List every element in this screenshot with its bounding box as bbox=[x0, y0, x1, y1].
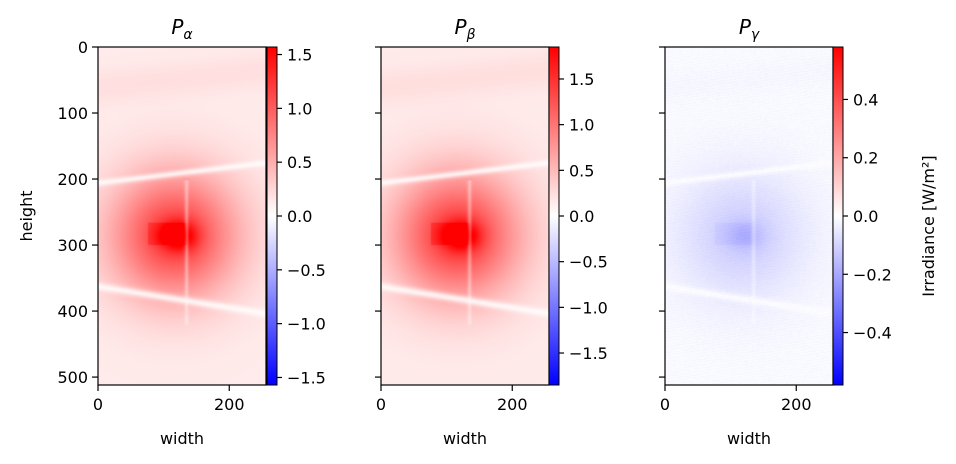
colorbar-tick-label: −0.5 bbox=[569, 253, 608, 272]
y-tick-label: 0 bbox=[78, 38, 88, 57]
colorbar-tick-label: 0.0 bbox=[287, 207, 312, 226]
colorbar bbox=[266, 46, 278, 386]
heatmap-image bbox=[98, 47, 266, 385]
colorbar-tick-label: 0.0 bbox=[853, 207, 878, 226]
heatmap-image bbox=[381, 47, 549, 385]
colorbar bbox=[548, 46, 560, 386]
colorbar-tick-label: 0.2 bbox=[853, 149, 878, 168]
x-tick-label: 200 bbox=[781, 395, 812, 414]
heatmap-panel: 0 200 width Pβ 1.5 1.0 0.5 0.0 −0.5 −1.0 −1.5 bbox=[375, 15, 608, 448]
x-axis-label: width bbox=[443, 429, 487, 448]
colorbar-tick-label: −0.2 bbox=[853, 265, 892, 284]
colorbar-tick-label: 1.0 bbox=[569, 116, 594, 135]
y-axis-label: height bbox=[17, 191, 36, 242]
colorbar-tick-label: −0.5 bbox=[287, 261, 326, 280]
x-tick-label: 0 bbox=[376, 395, 386, 414]
colorbar-tick-label: 0.4 bbox=[853, 90, 878, 109]
colorbar-tick-label: 1.5 bbox=[569, 70, 594, 89]
colorbar-label: Irradiance [W/m²] bbox=[919, 155, 938, 296]
y-tick-label: 200 bbox=[57, 170, 88, 189]
colorbar bbox=[832, 46, 844, 386]
y-tick-label: 100 bbox=[57, 104, 88, 123]
x-tick-label: 200 bbox=[214, 395, 245, 414]
x-tick-label: 0 bbox=[93, 395, 103, 414]
heatmap-panel: 0 200 0 100 200 300 400 500 width height Pα 1.5 1.0 0… bbox=[17, 15, 326, 448]
colorbar-tick-label: 1.5 bbox=[287, 46, 312, 65]
x-tick-label: 0 bbox=[660, 395, 670, 414]
panel-title: Pβ bbox=[455, 15, 476, 43]
colorbar-tick-label: 0.5 bbox=[287, 153, 312, 172]
y-tick-label: 500 bbox=[57, 368, 88, 387]
heatmap-panel: 0 200 width Pγ 0.4 0.2 0.0 −0.2 −0.4 Irradiance [… bbox=[659, 15, 938, 448]
colorbar-tick-label: −1.0 bbox=[569, 298, 608, 317]
colorbar-tick-label: −1.5 bbox=[569, 344, 608, 363]
colorbar-tick-label: 1.0 bbox=[287, 99, 312, 118]
heatmap-image bbox=[665, 47, 833, 385]
axes-frame bbox=[97, 46, 267, 386]
panel-title: Pγ bbox=[739, 15, 760, 43]
panel-title: Pα bbox=[171, 15, 193, 43]
y-tick-label: 300 bbox=[57, 236, 88, 255]
colorbar-tick-label: 0.5 bbox=[569, 161, 594, 180]
x-axis-label: width bbox=[727, 429, 771, 448]
y-tick-label: 400 bbox=[57, 302, 88, 321]
colorbar-tick-label: −0.4 bbox=[853, 324, 892, 343]
x-axis-label: width bbox=[160, 429, 204, 448]
colorbar-tick-label: −1.5 bbox=[287, 368, 326, 387]
colorbar-tick-label: 0.0 bbox=[569, 207, 594, 226]
colorbar-tick-label: −1.0 bbox=[287, 315, 326, 334]
x-tick-label: 200 bbox=[497, 395, 528, 414]
